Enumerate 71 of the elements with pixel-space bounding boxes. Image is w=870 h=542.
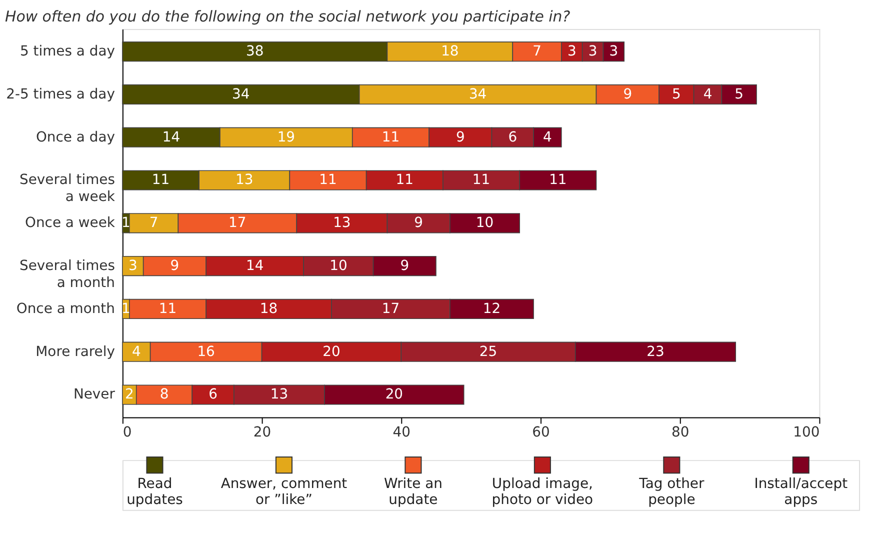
data-label: 34 <box>232 86 250 102</box>
chart-title: How often do you do the following on the social network you participate in? <box>5 8 570 26</box>
data-label: 13 <box>270 386 288 403</box>
x-tick-label: 0 <box>122 424 132 441</box>
y-tick-label: 2-5 times a day <box>6 86 115 102</box>
data-label: 11 <box>396 172 414 188</box>
data-label: 10 <box>330 258 348 274</box>
data-label: 9 <box>456 129 465 146</box>
data-label: 11 <box>158 300 177 317</box>
x-tick-label: 100 <box>793 424 820 441</box>
data-label: 11 <box>152 172 170 188</box>
data-label: 13 <box>236 172 254 188</box>
data-label: 7 <box>149 215 158 232</box>
data-label: 4 <box>132 344 141 360</box>
y-tick-label: Several times a week <box>20 172 116 206</box>
data-label: 9 <box>400 258 410 274</box>
data-label: 8 <box>160 386 169 403</box>
data-label: 6 <box>508 129 518 146</box>
data-label: 9 <box>170 258 180 274</box>
data-label: 18 <box>441 44 459 60</box>
data-label: 5 <box>734 86 744 102</box>
data-label: 14 <box>162 129 180 146</box>
y-tick-label: Once a week <box>25 215 116 232</box>
data-label: 3 <box>128 258 138 274</box>
x-tick-label: 20 <box>253 424 272 441</box>
data-label: 5 <box>672 86 681 102</box>
data-label: 20 <box>385 386 404 403</box>
data-label: 19 <box>277 129 296 146</box>
data-label: 14 <box>246 258 264 274</box>
data-label: 13 <box>333 215 351 232</box>
data-label: 17 <box>228 215 246 232</box>
legend-label: Write an update <box>384 476 442 508</box>
y-tick-label: 5 times a day <box>20 44 115 60</box>
legend-label: Read updates <box>126 476 183 508</box>
data-label: 4 <box>543 129 552 146</box>
data-label: 23 <box>646 344 664 360</box>
x-tick-label: 80 <box>672 424 690 441</box>
data-label: 3 <box>567 44 576 60</box>
data-label: 6 <box>208 386 218 403</box>
data-label: 4 <box>703 86 712 102</box>
x-tick-label: 40 <box>392 424 411 441</box>
data-label: 11 <box>472 172 490 188</box>
y-tick-label: Several times a month <box>20 258 115 291</box>
data-label: 7 <box>532 44 542 60</box>
y-tick-label: Once a day <box>36 129 115 146</box>
data-label: 3 <box>609 44 618 60</box>
y-tick-label: Never <box>73 386 116 403</box>
data-label: 38 <box>246 44 264 60</box>
data-label: 20 <box>322 344 340 360</box>
legend-label: Answer, comment or ”like” <box>220 476 348 508</box>
data-label: 11 <box>382 129 400 146</box>
data-label: 9 <box>414 215 424 232</box>
data-label: 3 <box>588 44 598 60</box>
y-tick-label: More rarely <box>36 344 115 360</box>
data-label: 9 <box>623 86 632 102</box>
data-label: 1 <box>121 215 130 232</box>
y-tick-label: Once a month <box>16 300 115 317</box>
legend-label: Upload image, photo or video <box>492 476 594 508</box>
data-label: 18 <box>260 300 278 317</box>
data-label: 16 <box>197 344 215 360</box>
data-label: 17 <box>382 300 400 317</box>
data-label: 34 <box>468 86 487 102</box>
data-label: 2 <box>124 386 134 403</box>
data-label: 25 <box>479 344 498 360</box>
data-label: 12 <box>482 300 501 317</box>
data-label: 11 <box>549 172 567 188</box>
legend-label: Tag other people <box>638 476 704 508</box>
x-tick-label: 60 <box>532 424 550 441</box>
data-label: 10 <box>476 215 494 232</box>
data-label: 11 <box>319 172 337 188</box>
legend-label: Install/accept apps <box>754 476 848 508</box>
